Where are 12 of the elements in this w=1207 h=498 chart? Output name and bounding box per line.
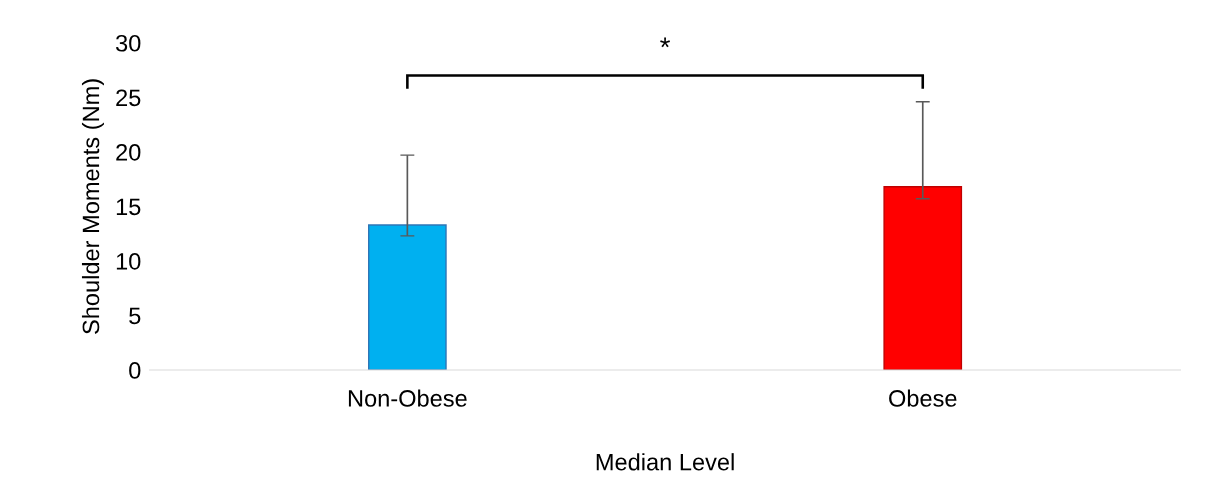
y-tick-label: 10 (116, 253, 141, 270)
y-tick-label: 25 (116, 89, 141, 107)
x-axis-title: Median Level (596, 453, 734, 471)
y-axis-title: Shoulder Moments (Nm) (81, 79, 104, 334)
x-tick-label: Obese (889, 389, 957, 407)
y-tick-label: 15 (116, 198, 141, 216)
y-tick-label: 0 (129, 362, 141, 379)
annotation: * (660, 37, 671, 48)
y-tick-label: 5 (129, 307, 141, 325)
x-tick-label: Non-Obese (348, 389, 467, 407)
y-tick-label: 30 (115, 34, 141, 52)
y-tick-label: 20 (116, 143, 141, 161)
